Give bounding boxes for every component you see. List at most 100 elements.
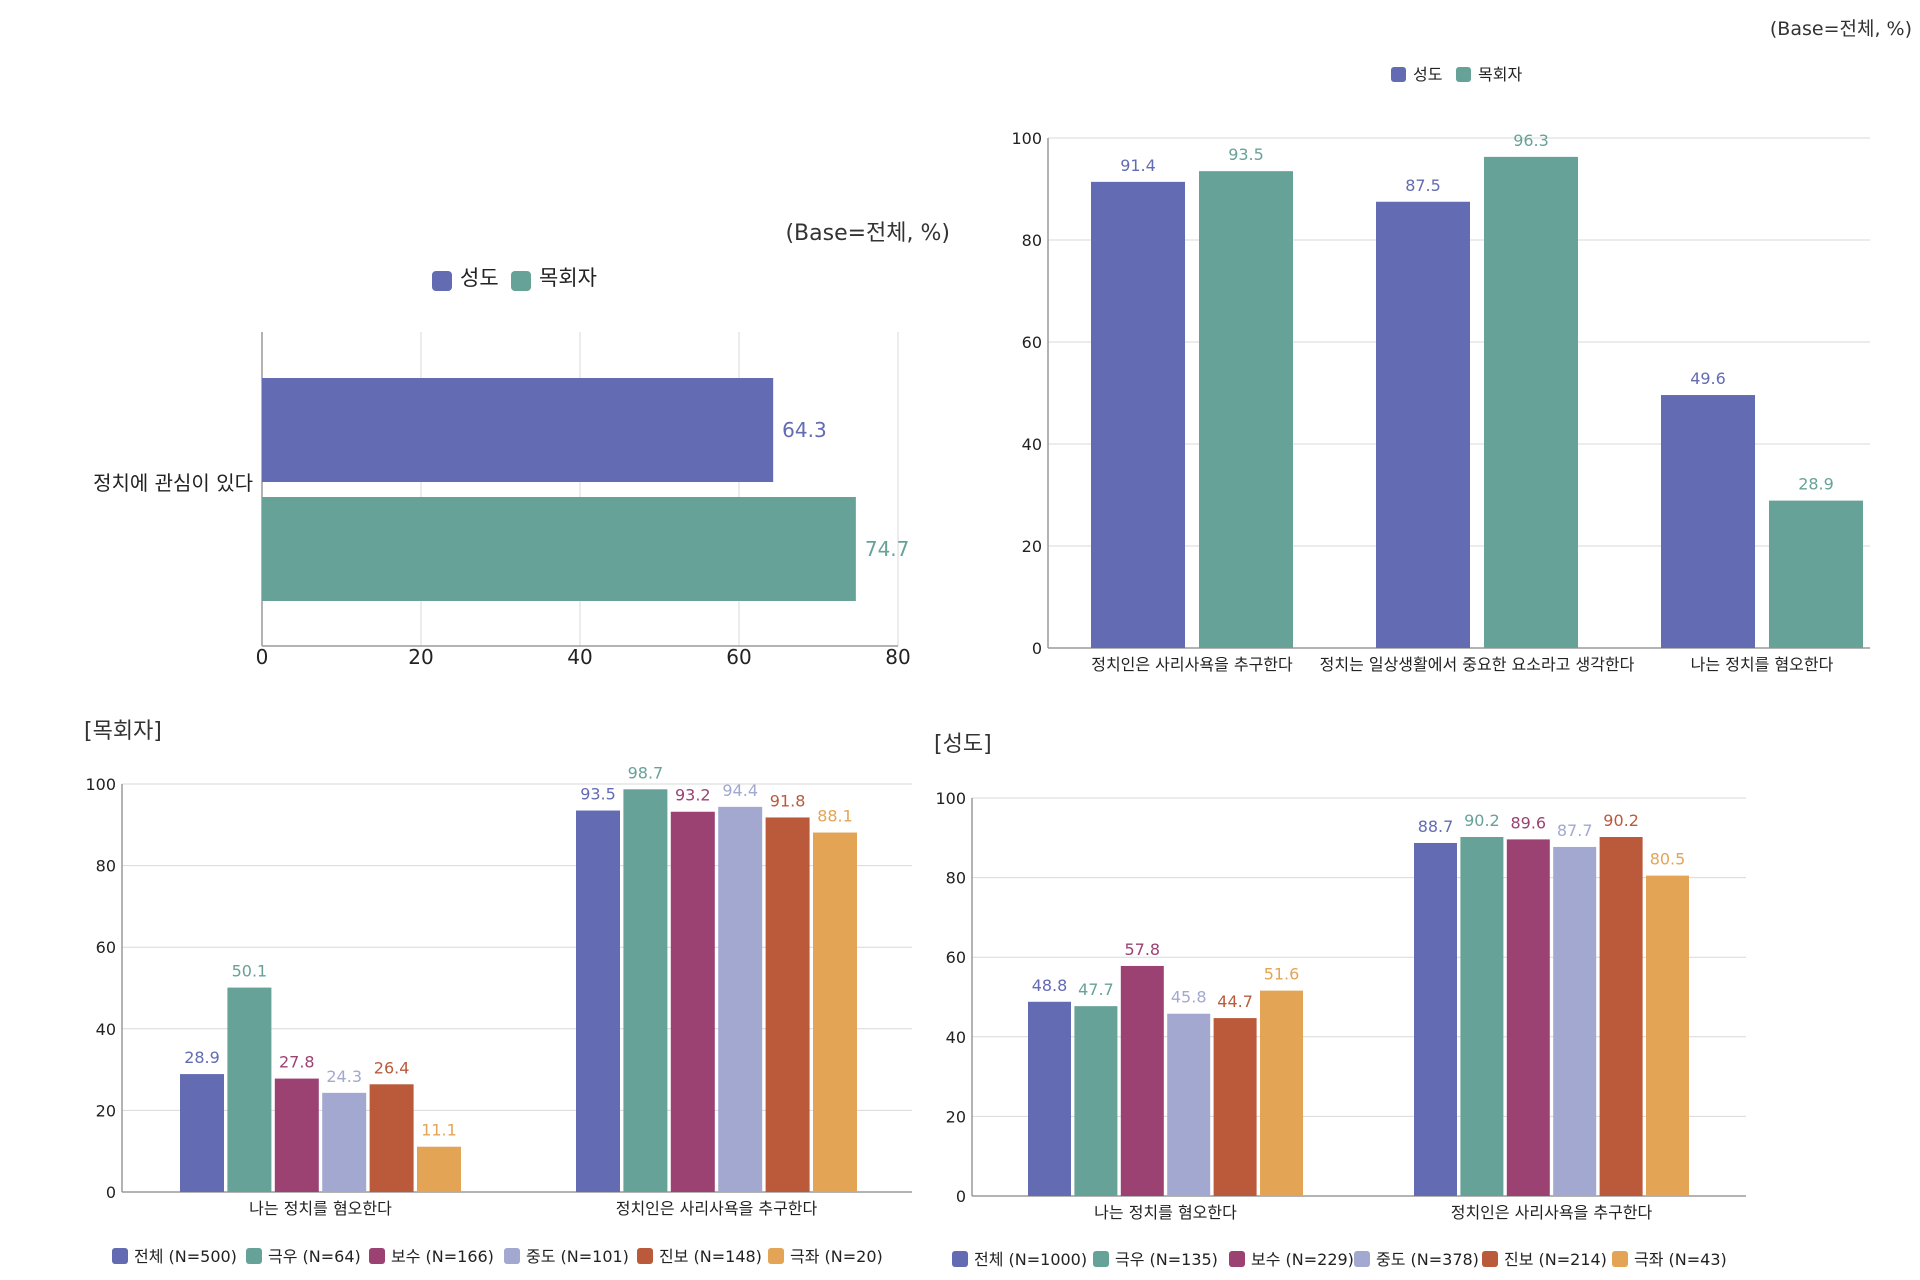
- y-tick-label: 20: [1022, 537, 1042, 556]
- data-label: 91.4: [1120, 156, 1156, 175]
- bar: [1769, 500, 1863, 648]
- data-label: 11.1: [421, 1121, 457, 1140]
- category-label: 정치인은 사리사욕을 추구한다: [1451, 1203, 1653, 1222]
- data-label: 98.7: [628, 763, 664, 782]
- data-label: 28.9: [1798, 475, 1834, 494]
- data-label: 88.1: [817, 807, 853, 826]
- attitudes-chart-legend: 성도 목회자: [1391, 65, 1522, 84]
- y-tick-label: 40: [1022, 435, 1042, 454]
- legend-label: 극우 (N=135): [1115, 1250, 1218, 1269]
- bar: [1074, 1006, 1118, 1196]
- data-label: 96.3: [1513, 131, 1549, 150]
- legend-label: 보수 (N=166): [391, 1247, 494, 1266]
- legend-label: 전체 (N=1000): [974, 1250, 1087, 1269]
- bar: [1260, 990, 1303, 1196]
- bar: [765, 817, 810, 1192]
- bar: [1460, 837, 1504, 1196]
- data-label: 28.9: [184, 1048, 220, 1067]
- bar: [813, 832, 857, 1192]
- legend-swatch: [112, 1248, 128, 1264]
- data-label: 87.7: [1557, 821, 1593, 840]
- data-label: 87.5: [1405, 176, 1441, 195]
- legend-label: 중도 (N=378): [1376, 1250, 1479, 1269]
- data-label: 90.2: [1603, 811, 1639, 830]
- saints-ideology-chart: [성도] 0 20 40 60 80 100 48.8 47.7 57.8 45.8 44.7 51.6…: [934, 732, 1746, 1269]
- y-tick-label: 80: [96, 857, 116, 876]
- x-tick-label: 20: [408, 645, 433, 669]
- y-tick-label: 0: [956, 1187, 966, 1206]
- data-label: 50.1: [232, 962, 268, 981]
- legend-label: 목회자: [1478, 65, 1522, 84]
- data-label: 88.7: [1418, 817, 1454, 836]
- interest-legend: 성도 목회자: [432, 266, 597, 291]
- legend-swatch: [637, 1248, 653, 1264]
- y-tick-label: 60: [946, 948, 966, 967]
- bar: [1506, 839, 1550, 1196]
- legend-swatch: [504, 1248, 520, 1264]
- chart-title: [성도]: [934, 732, 992, 757]
- bar: [1167, 1013, 1211, 1196]
- bar: [1599, 837, 1643, 1196]
- data-label: 91.8: [770, 791, 806, 810]
- legend-label: 전체 (N=500): [134, 1247, 237, 1266]
- y-tick-label: 40: [946, 1028, 966, 1047]
- legend-label: 보수 (N=229): [1251, 1250, 1354, 1269]
- data-label: 24.3: [326, 1067, 362, 1086]
- bar: [417, 1146, 461, 1192]
- bar: [1091, 181, 1185, 649]
- bar: [1646, 875, 1689, 1196]
- data-label: 64.3: [782, 418, 827, 442]
- data-label: 89.6: [1510, 813, 1546, 832]
- legend-label: 진보 (N=148): [659, 1247, 762, 1266]
- legend-label: 성도: [460, 266, 499, 290]
- bar: [274, 1078, 319, 1192]
- bar: [1414, 842, 1457, 1196]
- legend-swatch: [1354, 1251, 1370, 1267]
- data-label: 44.7: [1217, 992, 1253, 1011]
- saints-ideology-chart-legend: 전체 (N=1000) 극우 (N=135) 보수 (N=229) 중도 (N=378…: [952, 1250, 1727, 1269]
- data-label: 27.8: [279, 1053, 315, 1072]
- legend-label: 극좌 (N=43): [1634, 1250, 1727, 1269]
- base-note-top-right: (Base=전체, %): [1770, 18, 1912, 40]
- category-label: 정치인은 사리사욕을 추구한다: [1091, 655, 1293, 674]
- legend-swatch: [1612, 1251, 1628, 1267]
- category-label: 나는 정치를 혐오한다: [1691, 655, 1834, 674]
- bar: [262, 497, 856, 601]
- legend-label: 성도: [1413, 65, 1442, 84]
- data-label: 45.8: [1171, 988, 1207, 1007]
- legend-swatch: [246, 1248, 262, 1264]
- bar: [227, 987, 272, 1192]
- attitudes-chart: 0 20 40 60 80 100 91.4 93.5 정치인은 사리사욕을 추구한다 87.5 9…: [1011, 65, 1870, 674]
- data-label: 48.8: [1032, 976, 1068, 995]
- category-label: 정치인은 사리사욕을 추구한다: [616, 1199, 818, 1218]
- bar: [670, 811, 715, 1192]
- bar: [1661, 395, 1755, 648]
- y-tick-label: 100: [1011, 129, 1042, 148]
- data-label: 93.5: [580, 785, 616, 804]
- pastors-ideology-chart-legend: 전체 (N=500) 극우 (N=64) 보수 (N=166) 중도 (N=101) 진…: [112, 1247, 883, 1266]
- data-label: 47.7: [1078, 980, 1114, 999]
- bar: [1213, 1018, 1257, 1196]
- bar: [262, 378, 774, 482]
- legend-swatch: [432, 271, 452, 291]
- bar: [1553, 846, 1597, 1196]
- bar: [1376, 201, 1470, 648]
- data-label: 93.5: [1228, 145, 1264, 164]
- category-label: 나는 정치를 혐오한다: [249, 1199, 392, 1218]
- y-tick-label: 80: [1022, 231, 1042, 250]
- x-tick-label: 40: [567, 645, 592, 669]
- chart-title: [목회자]: [84, 719, 162, 744]
- data-label: 93.2: [675, 786, 711, 805]
- legend-swatch: [952, 1251, 968, 1267]
- y-tick-label: 40: [96, 1020, 116, 1039]
- y-tick-label: 60: [96, 938, 116, 957]
- interest-chart: 성도 목회자 0 20 40 60 80 64.3 74.7 정치에 관심이 있다: [93, 266, 911, 669]
- legend-swatch: [369, 1248, 385, 1264]
- legend-swatch: [1391, 67, 1406, 82]
- bar: [623, 789, 668, 1192]
- data-label: 51.6: [1264, 965, 1300, 984]
- y-tick-label: 100: [935, 789, 966, 808]
- y-tick-label: 20: [946, 1107, 966, 1126]
